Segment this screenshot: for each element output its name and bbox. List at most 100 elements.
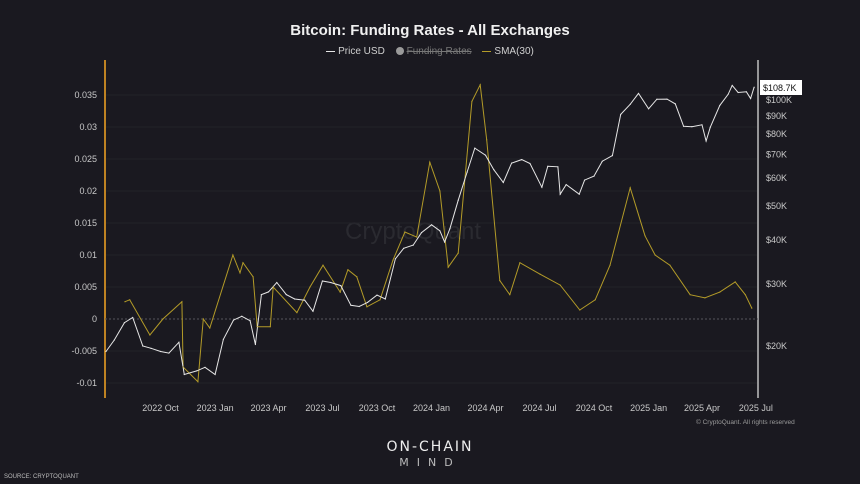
price-point [444,241,446,243]
sma-point [429,161,431,163]
price-point [204,366,206,368]
price-point [340,284,342,287]
price-point [629,103,631,105]
price-point [674,103,676,105]
price-point [293,298,296,300]
sma-point [242,262,244,264]
price-point [745,91,748,93]
price-point [358,305,360,308]
left-tick-label: 0.025 [74,154,97,164]
sma-point [356,276,358,278]
x-tick-label: 2024 Oct [576,403,613,413]
sma-point [272,286,274,288]
price-point [547,165,549,167]
price-point [214,373,216,376]
x-tick-label: 2024 Jan [413,403,450,413]
price-point [583,179,586,181]
sma-series-line [124,83,753,383]
price-point [183,373,185,376]
x-axis-ticks: 2022 Oct 2023 Jan 2023 Apr 2023 Jul 2023 Oct… [142,403,773,413]
legend-item-funding-rates[interactable]: Funding Rates [395,46,472,57]
sma-point [322,264,324,266]
price-point [565,183,567,186]
price-point [159,350,162,353]
sma-line-swatch-icon [482,50,492,52]
sma-point [579,309,581,311]
price-point [737,91,739,94]
legend-item-price[interactable]: Price USD [326,46,385,57]
legend-label: Price USD [338,46,385,57]
sma-point [559,284,561,286]
right-axis-ticks: $100K $90K $80K $70K $60K $50K $40K $30K $20K [766,95,792,351]
right-tick-label: $40K [766,235,787,245]
price-point [196,370,198,372]
price-point [105,350,107,353]
sma-point [744,294,746,296]
sma-point [149,334,151,336]
sma-point [609,264,611,266]
price-point [178,341,180,343]
price-point [557,166,559,168]
price-point [254,343,257,346]
last-price-value: $108.7K [763,83,797,93]
sma-point [162,318,164,320]
price-point [637,92,640,95]
sma-point [719,291,721,293]
price-point [142,345,144,347]
sma-point [269,326,271,328]
sma-point [182,366,184,368]
x-tick-label: 2024 Jul [522,403,556,413]
legend-label: SMA(30) [494,46,534,57]
sma-point [471,100,473,102]
legend-item-sma[interactable]: SMA(30) [482,46,534,57]
sma-point [751,307,753,309]
price-point [132,316,134,319]
sma-point [197,381,199,383]
x-tick-label: 2025 Jan [630,403,667,413]
sma-point [447,266,449,268]
sma-point [366,306,368,308]
sma-point [416,236,418,238]
left-tick-label: 0.035 [74,90,97,100]
data-points [105,84,755,383]
price-point [541,186,543,188]
sma-point [379,299,381,301]
last-price-label: $108.7K [760,80,802,95]
price-point [529,162,531,165]
sma-point [486,139,488,141]
sma-point [654,254,656,256]
price-point [484,154,487,156]
price-point [521,159,523,161]
sma-point [124,301,126,303]
price-point [502,181,504,184]
sma-point [252,276,254,278]
x-tick-label: 2024 Apr [468,403,504,413]
price-point [276,281,278,284]
price-point [113,339,115,341]
price-point [312,310,314,312]
left-tick-label: -0.01 [76,378,97,388]
price-line-swatch-icon [326,50,336,52]
sma-point [209,327,211,329]
price-point [412,244,414,246]
x-tick-label: 2023 Apr [250,403,286,413]
price-point [620,113,622,116]
price-point [647,108,650,110]
price-point [384,298,386,300]
price-point [439,230,441,232]
price-point [123,322,125,324]
left-tick-label: 0 [92,314,97,324]
sma-point [479,84,481,86]
price-point [511,162,513,164]
price-point [601,160,603,162]
price-point [578,193,580,195]
price-point [474,147,476,149]
chart-title: Bitcoin: Funding Rates - All Exchanges [290,22,570,39]
x-tick-label: 2025 Jul [739,403,773,413]
price-point [753,86,755,88]
x-tick-label: 2025 Apr [684,403,720,413]
price-point [449,228,451,230]
copyright: © CryptoQuant. All rights reserved [696,419,795,426]
legend-label: Funding Rates [406,46,472,57]
